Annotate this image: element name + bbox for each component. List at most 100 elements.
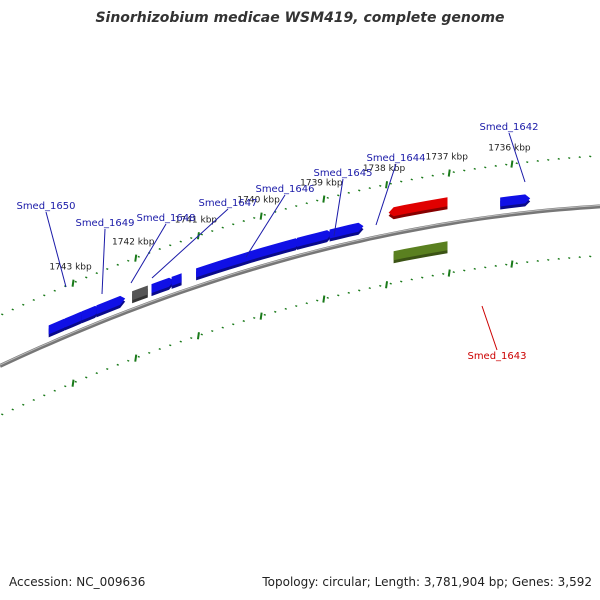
minor-tick [179, 240, 182, 243]
tick-label: 1742 kbp [112, 238, 155, 248]
minor-tick [484, 166, 487, 169]
label-leader-line [101, 228, 106, 295]
gene-label: Smed_1645 [313, 168, 372, 179]
gene-Smed_1644 [329, 222, 364, 242]
minor-tick [505, 263, 508, 266]
gene-label-group: Smed_1646 [245, 184, 315, 258]
minor-tick [95, 272, 98, 275]
minor-tick [127, 359, 130, 362]
gene-cds-a [48, 318, 70, 338]
minor-tick [221, 326, 224, 329]
minor-tick [242, 320, 245, 323]
minor-tick [473, 267, 476, 270]
minor-tick [410, 178, 413, 181]
minor-tick [32, 398, 35, 401]
tick-label: 1736 kbp [488, 144, 531, 154]
minor-tick [1, 313, 4, 316]
minor-tick [515, 262, 518, 265]
minor-tick [431, 174, 434, 177]
minor-tick [179, 340, 182, 343]
gene-highlight [151, 278, 170, 287]
minor-tick [127, 259, 130, 262]
minor-tick [169, 244, 172, 247]
gene-label: Smed_1649 [75, 218, 134, 229]
major-tick [322, 195, 326, 203]
label-leader-line [151, 208, 229, 279]
minor-tick [421, 276, 424, 279]
label-leader-line [130, 223, 167, 284]
minor-tick [452, 271, 455, 274]
minor-tick [568, 256, 571, 260]
minor-tick [32, 298, 35, 301]
minor-tick [74, 280, 77, 283]
gene-highlight [65, 312, 81, 321]
gene-label: Smed_1646 [255, 184, 314, 195]
minor-tick [421, 176, 424, 179]
minor-tick [43, 294, 46, 297]
gene-label-group: Smed_1642 [479, 122, 539, 183]
minor-tick [484, 266, 487, 269]
gene-Smed_1648 [151, 277, 175, 297]
major-tick [447, 169, 451, 177]
label-leader-line [508, 132, 526, 183]
minor-tick [253, 316, 256, 319]
major-tick [447, 269, 451, 277]
minor-tick [473, 167, 476, 170]
accession-text: Accession: NC_009636 [9, 575, 146, 589]
minor-tick [568, 156, 571, 160]
minor-tick [221, 226, 224, 229]
major-tick [196, 332, 200, 340]
major-tick [134, 354, 138, 362]
label-leader-line [481, 305, 498, 351]
gene-body [393, 241, 448, 261]
minor-tick [515, 162, 518, 165]
minor-tick [158, 348, 161, 351]
minor-tick [316, 199, 319, 202]
minor-tick [463, 169, 466, 172]
minor-tick [74, 380, 77, 383]
minor-tick [22, 403, 25, 406]
gene-label-group: Smed_1645 [313, 168, 373, 237]
gene-label: Smed_1650 [16, 201, 75, 212]
gene-Smed_1645 [297, 230, 333, 250]
gene-Smed_1643-locus [393, 241, 448, 264]
major-tick [322, 295, 326, 303]
minor-tick [95, 372, 98, 375]
major-tick [259, 212, 263, 220]
minor-tick [11, 408, 14, 411]
major-tick [71, 279, 75, 287]
gene-label: Smed_1647 [198, 198, 257, 209]
major-tick [510, 260, 514, 268]
minor-tick [442, 272, 445, 275]
gene-label-group: Smed_1644 [366, 153, 426, 226]
minor-tick [85, 376, 88, 379]
major-tick [259, 312, 263, 320]
minor-tick [295, 205, 298, 208]
minor-tick [263, 313, 266, 316]
minor-tick [400, 280, 403, 283]
feature-layer [48, 194, 531, 338]
label-leader-line [375, 163, 397, 226]
backbone [0, 204, 600, 368]
gene-body [81, 305, 101, 321]
minor-tick [263, 213, 266, 216]
minor-tick [589, 255, 592, 258]
minor-tick [389, 282, 392, 285]
major-tick [71, 379, 75, 387]
gene-highlight [393, 197, 448, 210]
minor-tick [116, 363, 119, 366]
gene-highlight [329, 223, 359, 232]
gene-cds-b [65, 311, 86, 331]
minor-tick [326, 296, 329, 299]
gene-body [48, 318, 70, 335]
major-tick [385, 281, 389, 289]
gene-highlight [196, 238, 296, 271]
gene-label: Smed_1642 [479, 122, 538, 133]
tick-rows: 1736 kbp 1737 kbp 1738 kbp 1739 kbp 1740 kbp… [1, 144, 592, 416]
label-leader-line [333, 178, 344, 237]
minor-tick [494, 264, 497, 267]
minor-tick [326, 196, 329, 199]
gene-label-group: Smed_1650 [16, 201, 76, 288]
minor-tick [389, 182, 392, 185]
tick-label: 1741 kbp [175, 215, 218, 225]
